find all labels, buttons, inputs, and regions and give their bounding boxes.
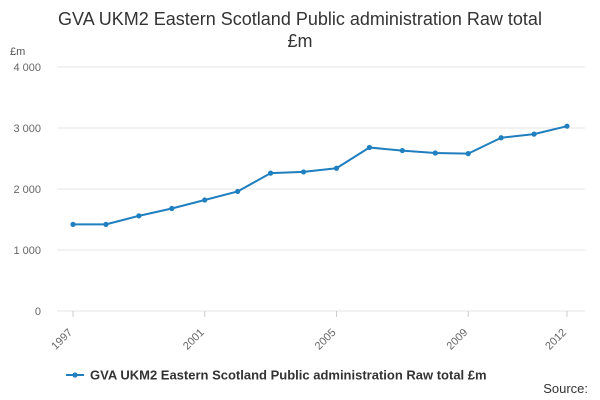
y-tick-label: 4 000	[13, 62, 41, 74]
y-tick-label: 0	[35, 306, 41, 318]
data-point[interactable]	[366, 144, 372, 151]
data-point[interactable]	[564, 123, 570, 129]
data-point[interactable]	[300, 169, 307, 175]
legend-label[interactable]: GVA UKM2 Eastern Scotland Public adminis…	[90, 368, 487, 383]
x-tick-label: 2009	[445, 327, 471, 353]
series-layer	[70, 123, 570, 227]
data-point[interactable]	[333, 165, 340, 171]
x-tick-label: 2005	[313, 327, 339, 353]
y-axis-ticks: 0 1 000 2 000 3 000 4 000	[13, 62, 41, 318]
data-point[interactable]	[103, 221, 109, 227]
data-point[interactable]	[136, 213, 142, 219]
chart-title: GVA UKM2 Eastern Scotland Public adminis…	[0, 8, 600, 52]
data-point[interactable]	[268, 170, 274, 176]
x-axis-ticks: 1997 2001 2005 2009 2012	[49, 311, 569, 352]
source-label: Source:	[543, 381, 588, 396]
x-tick-label: 1997	[49, 327, 75, 353]
x-tick-label: 2012	[543, 327, 569, 353]
data-point[interactable]	[465, 151, 471, 157]
chart-title-line-1: GVA UKM2 Eastern Scotland Public adminis…	[58, 9, 542, 29]
data-point[interactable]	[432, 150, 438, 156]
data-point[interactable]	[399, 147, 405, 154]
chart-title-line-2: £m	[287, 31, 313, 51]
data-point[interactable]	[169, 205, 175, 212]
y-axis-label: £m	[10, 46, 26, 58]
series-line	[73, 125, 568, 226]
data-point[interactable]	[498, 135, 504, 141]
gridlines	[57, 66, 585, 312]
data-point[interactable]	[202, 197, 208, 203]
legend[interactable]: GVA UKM2 Eastern Scotland Public adminis…	[66, 368, 487, 383]
data-point[interactable]	[531, 131, 537, 137]
y-tick-label: 1 000	[13, 245, 41, 257]
legend-marker-icon	[72, 372, 78, 378]
y-tick-label: 2 000	[13, 184, 41, 196]
x-tick-label: 2001	[181, 327, 207, 353]
y-tick-label: 3 000	[13, 123, 41, 135]
data-point[interactable]	[235, 188, 241, 195]
data-point[interactable]	[70, 221, 76, 227]
